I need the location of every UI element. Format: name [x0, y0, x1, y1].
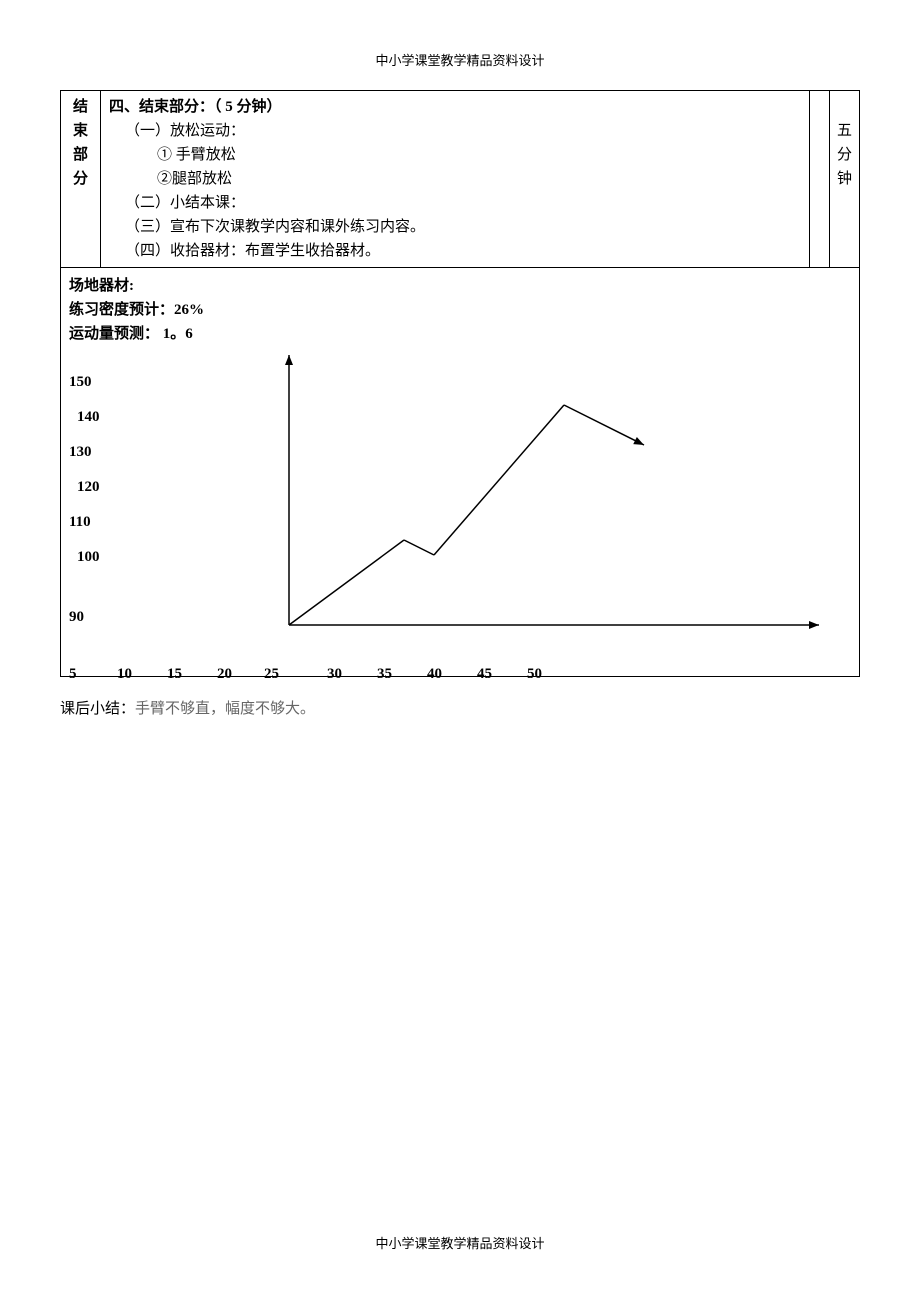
intensity-line: 运动量预测： 1。6: [69, 322, 851, 346]
x-tick-label: 20: [217, 662, 232, 686]
content-line: ②腿部放松: [109, 167, 801, 191]
content-line: ① 手臂放松: [109, 143, 801, 167]
intensity-chart: 15014013012011010090 5101520253035404550: [69, 350, 851, 670]
post-lesson-summary: 课后小结：手臂不够直，幅度不够大。: [60, 697, 860, 718]
section-label-char: 部: [61, 143, 100, 167]
section-label-char: 分: [61, 167, 100, 191]
chart-svg: [69, 350, 839, 650]
equipment-line: 场地器材:: [69, 274, 851, 298]
x-tick-label: 50: [527, 662, 542, 686]
duration-char: 五: [830, 119, 859, 143]
spacer-cell: [810, 91, 830, 268]
x-tick-label: 15: [167, 662, 182, 686]
lesson-table: 结 束 部 分 四、结束部分：（ 5 分钟） （一）放松运动： ① 手臂放松 ②…: [60, 90, 860, 677]
x-tick-label: 40: [427, 662, 442, 686]
section-content-cell: 四、结束部分：（ 5 分钟） （一）放松运动： ① 手臂放松 ②腿部放松 （二）…: [101, 91, 810, 268]
chart-cell: 场地器材: 练习密度预计：26% 运动量预测： 1。6 150140130120…: [61, 268, 860, 677]
duration-char: 钟: [830, 167, 859, 191]
section-label-char: 结: [61, 95, 100, 119]
x-tick-label: 10: [117, 662, 132, 686]
section-title: 四、结束部分：（ 5 分钟）: [109, 95, 801, 119]
page-header: 中小学课堂教学精品资料设计: [0, 50, 920, 69]
summary-label: 课后小结：: [60, 701, 135, 717]
summary-text: 手臂不够直，幅度不够大。: [135, 701, 315, 717]
density-line: 练习密度预计：26%: [69, 298, 851, 322]
x-tick-label: 25: [264, 662, 279, 686]
x-tick-label: 5: [69, 662, 77, 686]
x-tick-label: 45: [477, 662, 492, 686]
duration-char: 分: [830, 143, 859, 167]
content-line: （三）宣布下次课教学内容和课外练习内容。: [109, 215, 801, 239]
x-tick-label: 35: [377, 662, 392, 686]
content-line: （二）小结本课：: [109, 191, 801, 215]
page-footer: 中小学课堂教学精品资料设计: [0, 1233, 920, 1252]
x-tick-label: 30: [327, 662, 342, 686]
content-line: （四）收拾器材：布置学生收拾器材。: [109, 239, 801, 263]
section-label-cell: 结 束 部 分: [61, 91, 101, 268]
section-label-char: 束: [61, 119, 100, 143]
content-line: （一）放松运动：: [109, 119, 801, 143]
duration-cell: 五 分 钟: [830, 91, 860, 268]
